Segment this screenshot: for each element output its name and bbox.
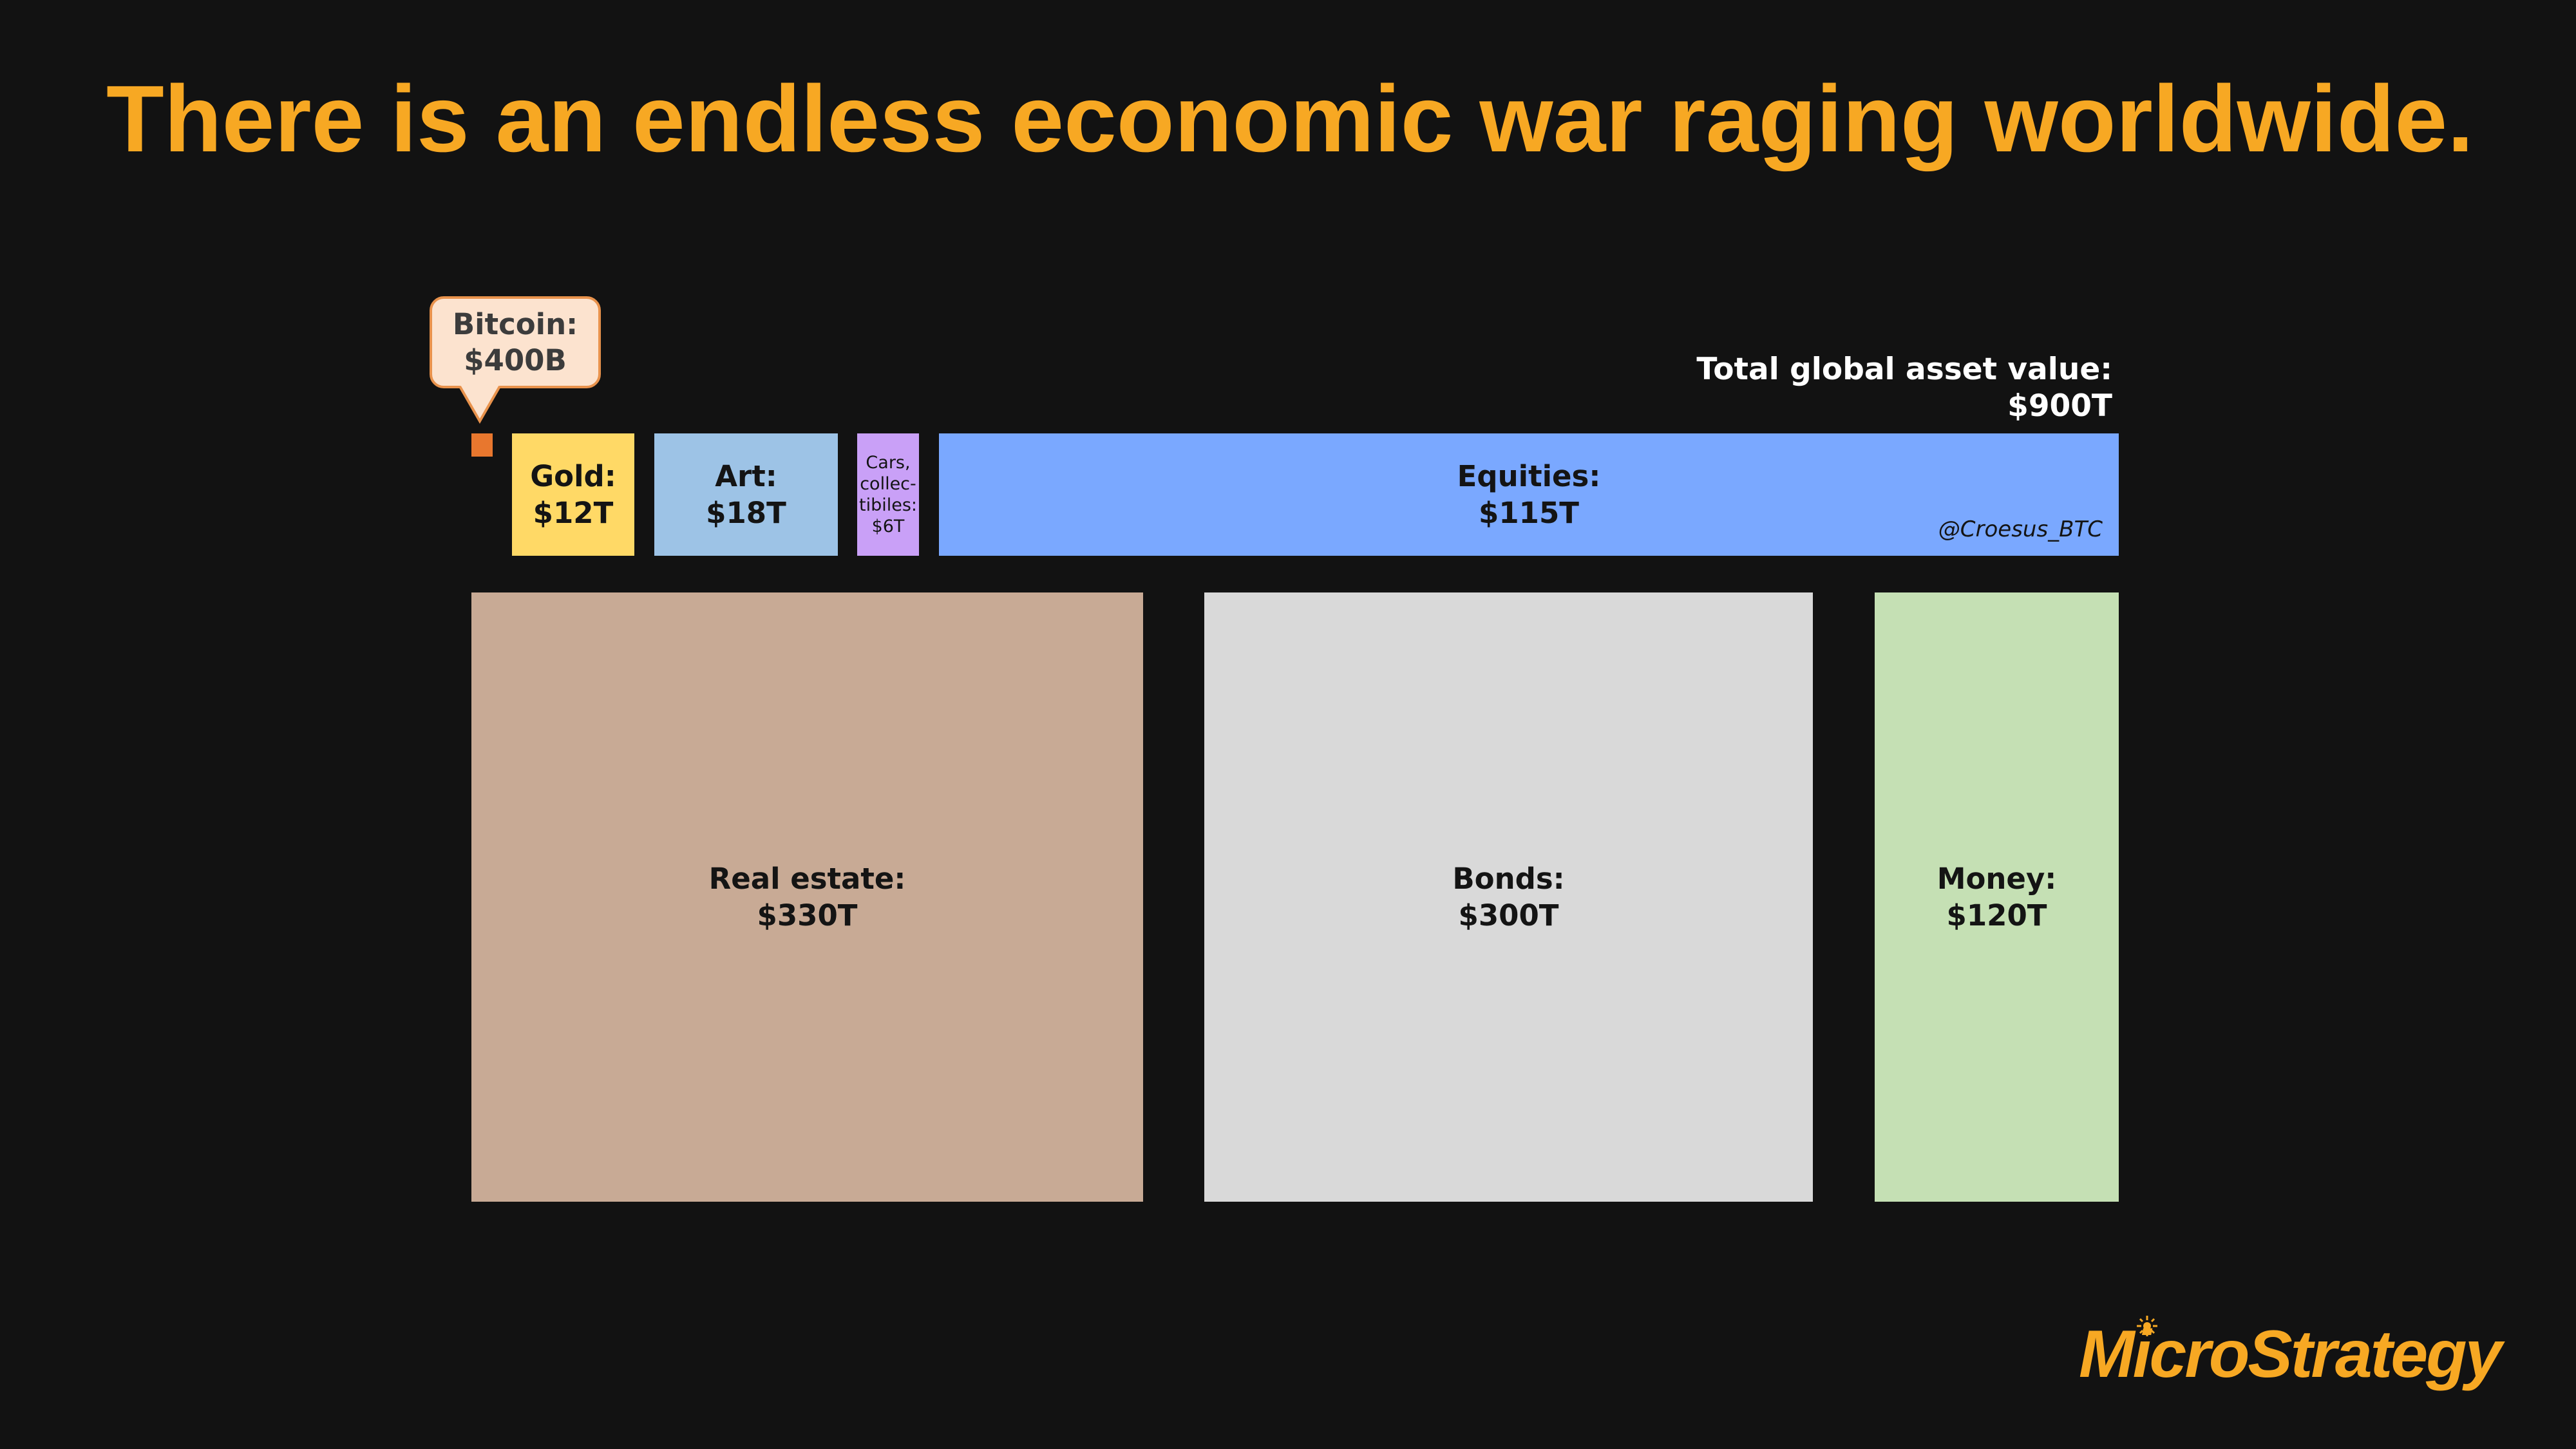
total-label: Total global asset value:: [1696, 352, 2112, 387]
total-value: $900T: [2007, 388, 2112, 424]
real-estate-tile: Real estate: $330T: [471, 592, 1143, 1202]
bitcoin-callout-label: Bitcoin:: [452, 307, 578, 341]
gold-value: $12T: [533, 496, 614, 530]
bitcoin-tile: [471, 433, 493, 457]
bonds-label: Bonds:: [1452, 862, 1565, 896]
real-estate-value: $330T: [757, 898, 858, 933]
art-label: Art:: [715, 459, 777, 493]
cars-collectibles-label-line-3: tibiles:: [858, 495, 917, 515]
money-label: Money:: [1937, 862, 2057, 896]
equities-label: Equities:: [1457, 459, 1601, 493]
art-value: $18T: [706, 496, 786, 530]
bonds-value: $300T: [1458, 898, 1559, 933]
slide-title: There is an endless economic war raging …: [106, 66, 2474, 172]
real-estate-label: Real estate:: [708, 862, 906, 896]
logo-spark-icon: [2137, 1316, 2157, 1336]
gold-label: Gold:: [530, 459, 616, 493]
credit-handle: @Croesus_BTC: [1938, 516, 2103, 542]
gold-tile: Gold: $12T: [512, 433, 634, 556]
art-tile: Art: $18T: [654, 433, 838, 556]
cars-collectibles-value: $6T: [871, 516, 905, 536]
money-value: $120T: [1946, 898, 2047, 933]
callout-pointer: [459, 385, 501, 424]
bitcoin-callout-value: $400B: [464, 343, 567, 377]
cars-collectibles-label-line-2: collec-: [860, 474, 916, 494]
money-tile: Money: $120T: [1875, 592, 2119, 1202]
cars-collectibles-tile: Cars, collec- tibiles: $6T: [857, 433, 919, 556]
bitcoin-callout: Bitcoin: $400B: [430, 296, 601, 388]
equities-value: $115T: [1479, 496, 1579, 530]
bonds-tile: Bonds: $300T: [1204, 592, 1813, 1202]
equities-tile: Equities: $115T: [939, 433, 2119, 556]
cars-collectibles-label-line-1: Cars,: [866, 453, 911, 473]
total-global-asset-value: Total global asset value: $900T: [1696, 351, 2112, 424]
microstrategy-logo: MicroStrategy: [2079, 1317, 2503, 1392]
